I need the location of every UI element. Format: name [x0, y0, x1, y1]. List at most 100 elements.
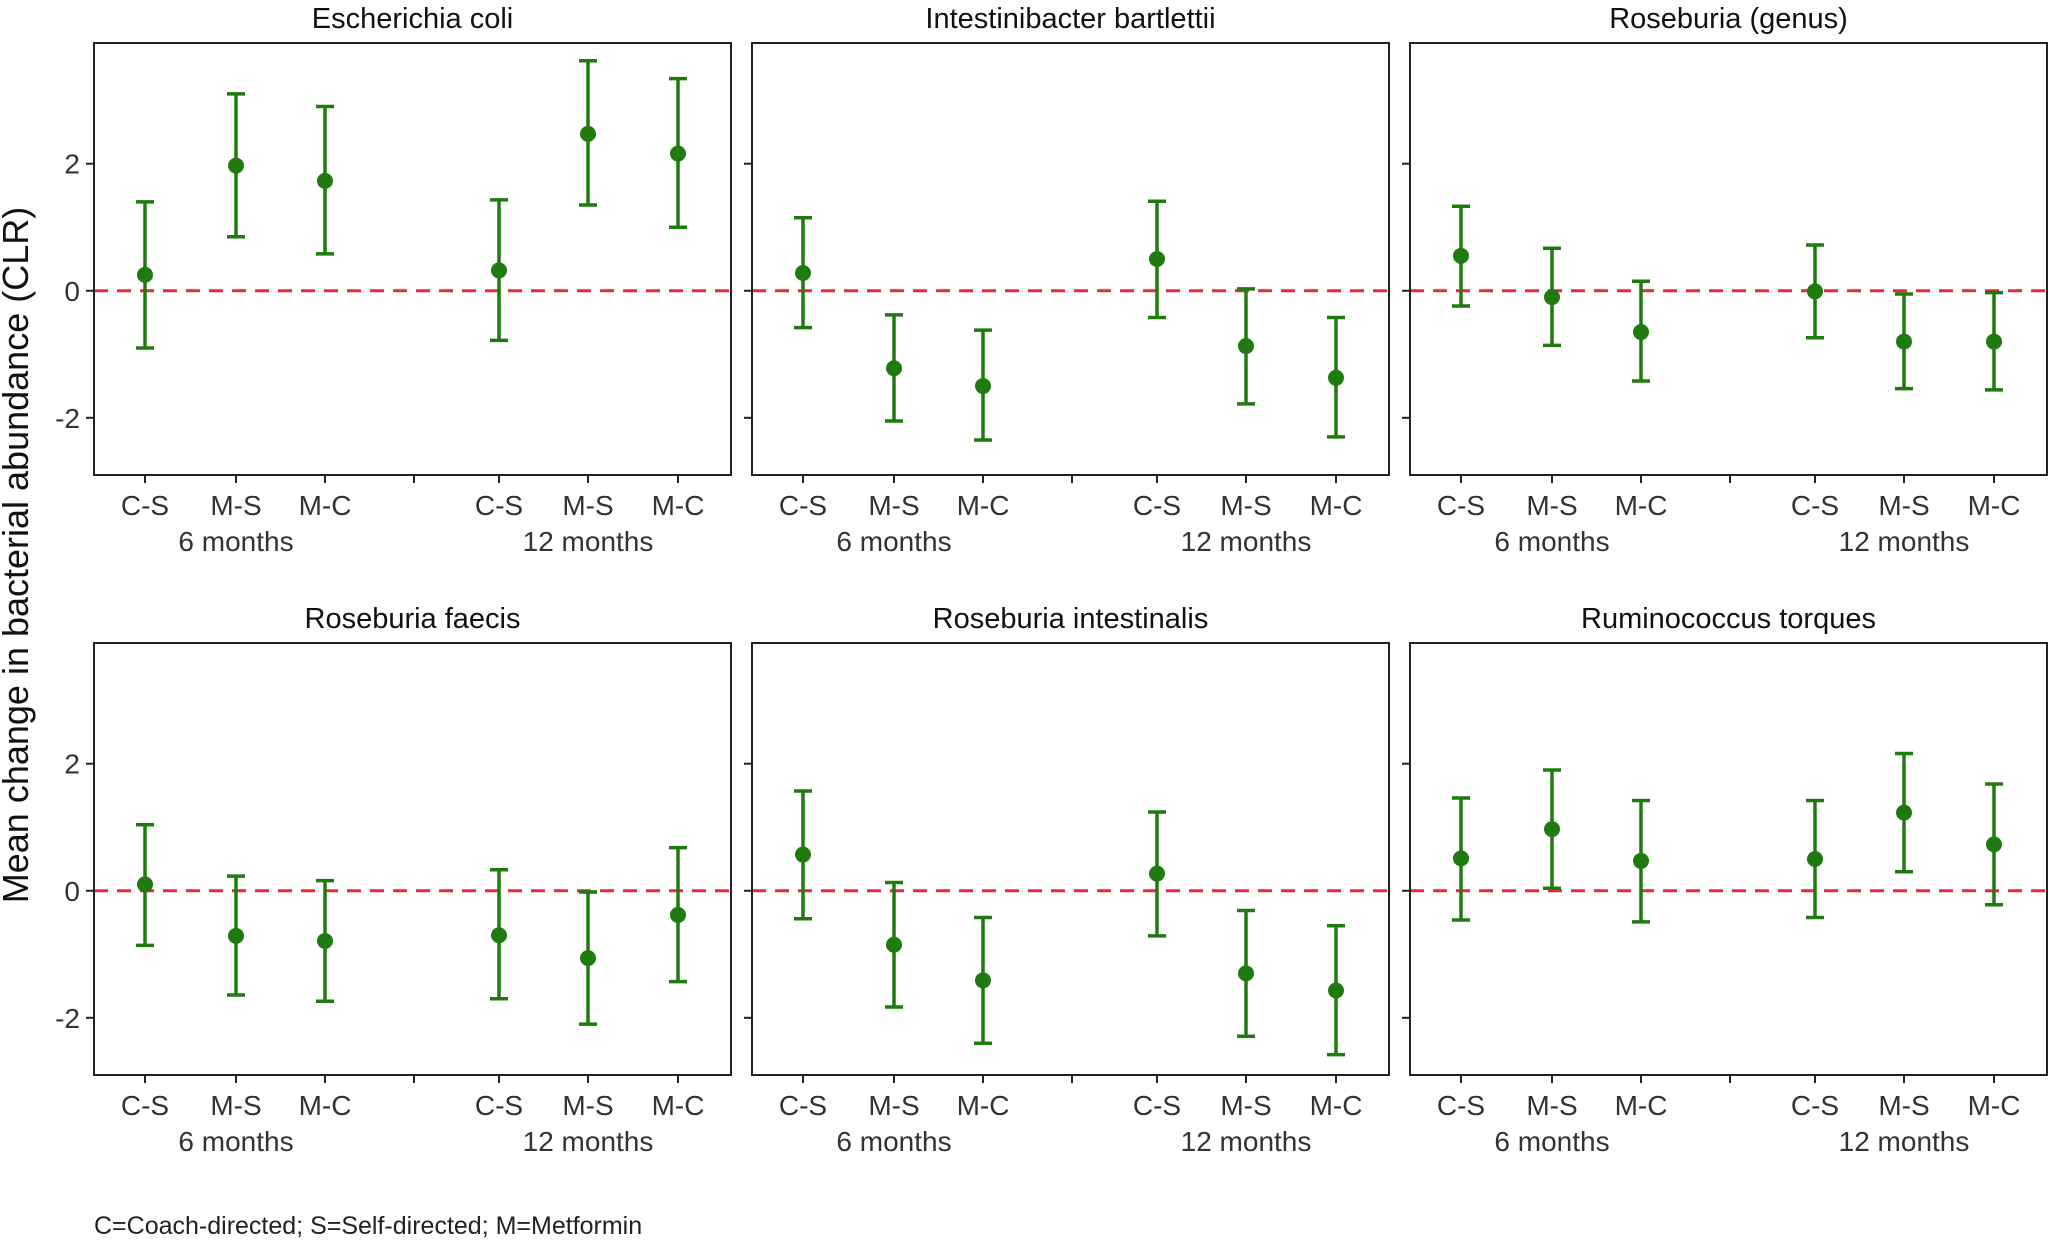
data-point: [580, 125, 596, 142]
x-tick-label: M-S: [210, 1090, 261, 1121]
data-point: [228, 927, 244, 944]
data-point: [670, 145, 686, 162]
panel-frame: [751, 42, 1390, 476]
x-tick-label: M-C: [957, 490, 1010, 521]
group-label: 6 months: [178, 1126, 293, 1157]
x-tick-label: M-S: [1878, 490, 1929, 521]
x-tick-label: M-S: [562, 1090, 613, 1121]
group-label: 12 months: [523, 526, 654, 557]
x-tick-label: M-S: [868, 490, 919, 521]
x-tick-label: M-C: [299, 490, 352, 521]
y-axis-label: Mean change in bacterial abundance (CLR): [0, 207, 36, 903]
panel-frame: [1409, 642, 2048, 1076]
data-point: [795, 846, 811, 863]
x-tick-label: M-S: [868, 1090, 919, 1121]
x-tick-label: M-C: [652, 490, 705, 521]
x-tick-label: C-S: [121, 1090, 169, 1121]
data-point: [1149, 251, 1165, 267]
x-tick-label: C-S: [1437, 490, 1485, 521]
data-point: [795, 264, 811, 281]
x-tick-label: M-C: [957, 1090, 1010, 1121]
group-label: 12 months: [1839, 1126, 1970, 1157]
data-point: [975, 378, 991, 395]
data-point: [1633, 324, 1649, 341]
group-label: 12 months: [1839, 526, 1970, 557]
x-tick-label: C-S: [1791, 1090, 1839, 1121]
x-tick-label: C-S: [779, 1090, 827, 1121]
x-tick-label: C-S: [475, 1090, 523, 1121]
panel-frame: [751, 642, 1390, 1076]
data-point: [137, 266, 153, 283]
x-tick-label: C-S: [121, 490, 169, 521]
data-point: [1544, 821, 1560, 838]
group-label: 12 months: [523, 1126, 654, 1157]
data-point: [1896, 804, 1912, 821]
data-point: [1238, 965, 1254, 982]
x-tick-label: M-C: [1968, 1090, 2021, 1121]
x-tick-label: M-S: [1526, 490, 1577, 521]
x-tick-label: C-S: [475, 490, 523, 521]
x-tick-label: M-C: [1968, 490, 2021, 521]
data-point: [1807, 283, 1823, 300]
data-point: [975, 972, 991, 989]
group-label: 6 months: [836, 1126, 951, 1157]
x-tick-label: C-S: [1791, 490, 1839, 521]
panel-title: Ruminococcus torques: [1581, 603, 1876, 635]
data-point: [1986, 333, 2002, 350]
data-point: [1986, 836, 2002, 853]
data-point: [580, 950, 596, 967]
data-point: [491, 927, 507, 944]
x-tick-label: M-C: [652, 1090, 705, 1121]
group-label: 6 months: [1494, 1126, 1609, 1157]
y-tick-label: -2: [55, 1003, 80, 1034]
data-point: [137, 876, 153, 893]
x-tick-label: C-S: [1437, 1090, 1485, 1121]
group-label: 6 months: [836, 526, 951, 557]
x-tick-label: M-C: [1310, 490, 1363, 521]
group-label: 6 months: [178, 526, 293, 557]
x-tick-label: M-C: [1310, 1090, 1363, 1121]
data-point: [1453, 247, 1469, 264]
y-tick-label: 2: [64, 149, 80, 180]
data-point: [886, 936, 902, 953]
y-tick-label: 0: [64, 276, 80, 307]
data-point: [1328, 982, 1344, 999]
x-tick-label: M-C: [299, 1090, 352, 1121]
y-tick-label: 0: [64, 876, 80, 907]
data-point: [1633, 852, 1649, 869]
panel-title: Intestinibacter bartlettii: [925, 3, 1215, 35]
group-label: 12 months: [1181, 526, 1312, 557]
data-point: [1328, 369, 1344, 386]
data-point: [1807, 851, 1823, 867]
panel-title: Escherichia coli: [312, 3, 513, 35]
data-point: [670, 906, 686, 923]
x-tick-label: C-S: [1133, 490, 1181, 521]
y-tick-label: -2: [55, 403, 80, 434]
x-tick-label: M-C: [1615, 490, 1668, 521]
x-tick-label: M-S: [562, 490, 613, 521]
x-tick-label: C-S: [779, 490, 827, 521]
data-point: [886, 360, 902, 377]
group-label: 6 months: [1494, 526, 1609, 557]
x-tick-label: M-S: [1878, 1090, 1929, 1121]
data-point: [491, 262, 507, 279]
y-tick-label: 2: [64, 749, 80, 780]
x-tick-label: M-S: [1220, 1090, 1271, 1121]
group-label: 12 months: [1181, 1126, 1312, 1157]
x-tick-label: C-S: [1133, 1090, 1181, 1121]
x-tick-label: M-S: [210, 490, 261, 521]
panel-frame: [1409, 42, 2048, 476]
x-tick-label: M-C: [1615, 1090, 1668, 1121]
panel-title: Roseburia (genus): [1609, 3, 1848, 35]
data-point: [1149, 865, 1165, 882]
data-point: [228, 157, 244, 174]
data-point: [1453, 850, 1469, 867]
panel-frame: [93, 642, 732, 1076]
